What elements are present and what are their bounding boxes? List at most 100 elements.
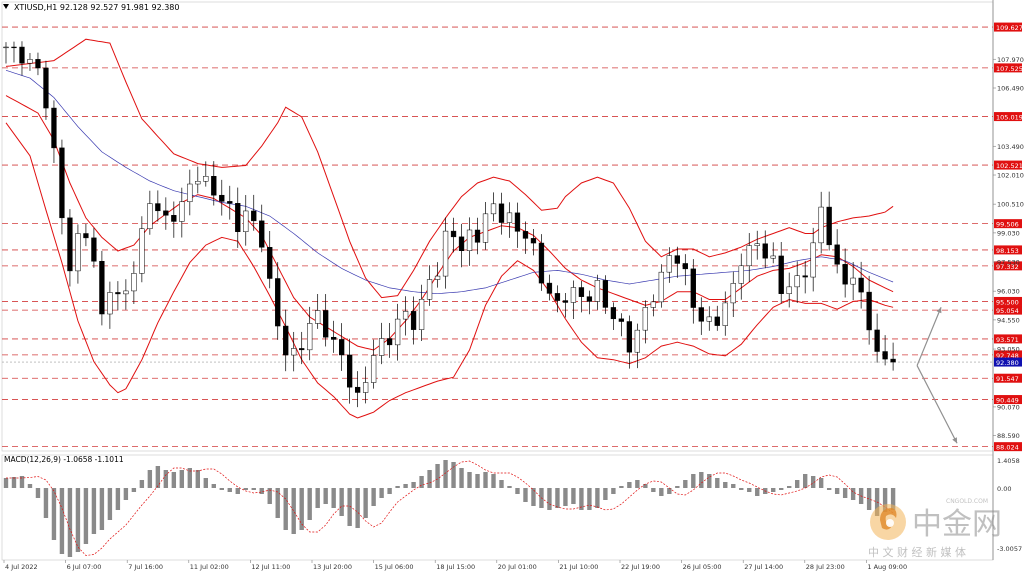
candle-body <box>802 275 808 278</box>
candle-body <box>163 210 169 216</box>
level-price-label: 99.506 <box>996 221 1019 229</box>
price-tick-label: 103.490 <box>997 143 1024 151</box>
candle-body <box>658 271 664 303</box>
candle-body <box>187 183 193 203</box>
candle-body <box>738 265 744 284</box>
candle-body <box>530 238 537 244</box>
candle-body <box>107 292 113 315</box>
level-price-tag <box>994 245 1022 255</box>
level-price-tag <box>994 334 1022 344</box>
candle-body <box>842 264 848 285</box>
candle-body <box>227 201 233 204</box>
chart-title: XTIUSD,H1 92.128 92.527 91.981 92.380 <box>14 3 179 12</box>
candle-body <box>354 386 361 393</box>
level-price-label: 90.449 <box>996 397 1019 405</box>
time-tick-label: 21 Jul 10:00 <box>559 563 598 571</box>
candle-body <box>826 206 832 246</box>
price-tick-label: 107.970 <box>997 56 1024 64</box>
level-price-label: 97.332 <box>996 263 1019 271</box>
candle-body <box>139 228 145 274</box>
candle-body <box>259 220 265 248</box>
candle-body <box>818 206 824 244</box>
candle-body <box>890 358 896 363</box>
indicator-line-0 <box>5 38 894 299</box>
candle-body <box>59 147 65 219</box>
candle-body <box>786 286 792 294</box>
candle-body <box>67 217 73 272</box>
candle-body <box>674 255 680 264</box>
time-tick-label: 12 Jul 11:00 <box>251 563 290 571</box>
candle-body <box>51 107 57 149</box>
candle-body <box>506 212 513 223</box>
candle-body <box>299 348 305 351</box>
candle-body <box>514 212 521 232</box>
macd-tick-label: -3.0057 <box>997 545 1022 553</box>
price-tick-label: 88.590 <box>997 432 1020 440</box>
candle-body <box>618 318 625 322</box>
candle-body <box>586 296 593 302</box>
candle-body <box>115 292 121 295</box>
time-axis: 4 Jul 2022 6 Jul 07:00 7 Jul 16:00 11 Jul 0… <box>3 560 907 571</box>
candle-body <box>179 201 185 222</box>
level-price-tag <box>994 395 1022 405</box>
candle-body <box>307 323 313 351</box>
menu-triangle-icon[interactable] <box>3 4 9 9</box>
candle-body <box>131 273 137 292</box>
macd-tick-label: 0.00 <box>997 485 1011 493</box>
level-price-label: 102.521 <box>996 162 1023 170</box>
candle-body <box>323 310 329 338</box>
time-tick-label: 26 Jul 05:00 <box>683 563 722 571</box>
level-price-tag <box>994 305 1022 315</box>
candle-body <box>35 59 41 69</box>
candle-body <box>99 261 105 315</box>
candle-body <box>267 247 273 279</box>
candle-body <box>339 339 345 356</box>
indicator-lines <box>5 38 894 419</box>
candle-body <box>19 46 25 64</box>
candle-body <box>434 275 441 280</box>
watermark-site: CNGOLD.COM <box>946 498 988 505</box>
price-tick-label: 97.530 <box>997 259 1020 267</box>
candle-body <box>666 255 672 273</box>
time-tick-label: 4 Jul 2022 <box>5 563 38 571</box>
horizontal-levels <box>2 26 993 448</box>
time-tick-label: 15 Jul 06:00 <box>375 563 414 571</box>
candle-body <box>546 282 553 294</box>
candle-body <box>554 293 561 301</box>
candle-body <box>754 243 760 246</box>
watermark: 中金网 中 文 财 经 新 媒 体 CNGOLD.COM <box>866 496 1018 562</box>
candle-body <box>602 280 609 308</box>
candle-body <box>730 283 736 304</box>
price-tick-label: 90.070 <box>997 403 1020 411</box>
candle-body <box>27 59 33 64</box>
level-price-label: 95.500 <box>996 298 1019 306</box>
level-price-tag <box>994 112 1022 122</box>
candle-body <box>378 338 385 356</box>
candle-body <box>11 46 17 49</box>
projection-arrow-down <box>916 365 958 444</box>
candle-body <box>706 316 712 322</box>
candle-body <box>402 311 409 320</box>
candle-body <box>490 203 497 215</box>
level-price-tag <box>994 261 1022 271</box>
candle-body <box>123 290 129 295</box>
candle-body <box>562 300 569 303</box>
candle-body <box>882 351 888 360</box>
candle-body <box>866 291 872 331</box>
watermark-slogan: 中 文 财 经 新 媒 体 <box>868 545 966 559</box>
candle-body <box>522 231 529 239</box>
price-tick-label: 102.010 <box>997 172 1024 180</box>
candle-body <box>426 279 433 300</box>
candle-body <box>794 275 800 288</box>
level-price-tag <box>994 22 1022 32</box>
candle-body <box>43 67 49 109</box>
level-price-label: 92.748 <box>996 352 1019 360</box>
candle-body <box>482 213 489 243</box>
current-price-label: 92.380 <box>996 359 1019 367</box>
candle-body <box>331 336 337 340</box>
candle-body <box>155 203 161 212</box>
candle-body <box>570 287 577 303</box>
candle-body <box>83 233 89 239</box>
candle-body <box>442 230 449 277</box>
candle-body <box>682 263 688 270</box>
